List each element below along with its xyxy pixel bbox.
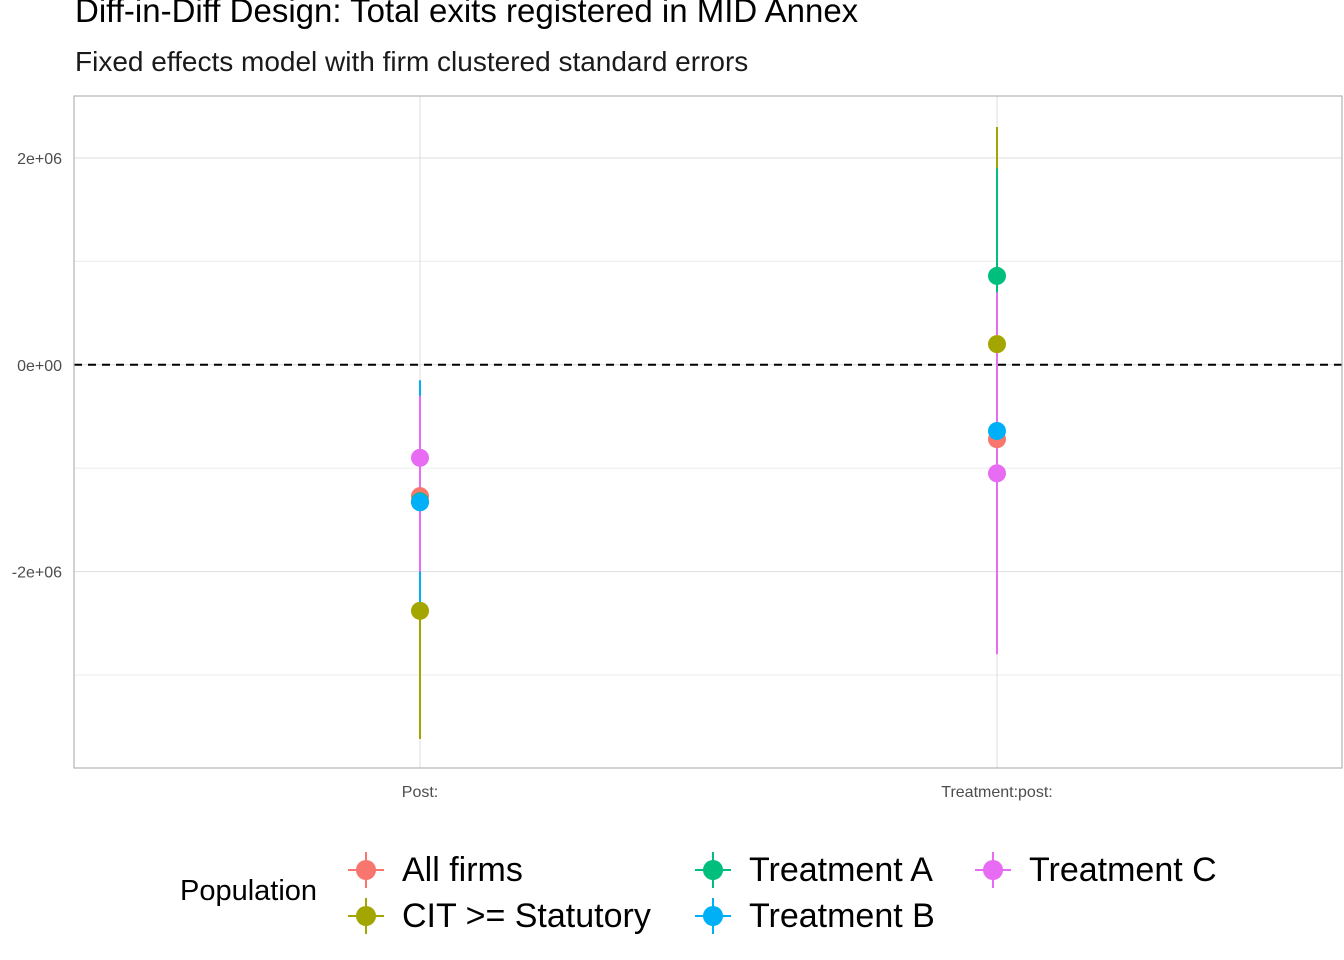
y-tick-label: -2e+06 (12, 565, 62, 582)
plot-border (73, 95, 1343, 769)
point-estimate (988, 266, 1006, 285)
legend-key (695, 852, 731, 888)
point-estimate (411, 601, 429, 620)
legend-item: Treatment B (693, 894, 935, 938)
legend-key (975, 852, 1011, 888)
legend-item: All firms (346, 848, 523, 892)
y-tick-label: 0e+00 (17, 358, 62, 375)
legend-item: CIT >= Statutory (346, 894, 651, 938)
plot-panel (74, 96, 1342, 768)
legend-item: Treatment A (693, 848, 933, 892)
legend-label: All firms (402, 850, 523, 889)
point-estimate (411, 448, 429, 467)
x-tick-label: Treatment:post: (941, 784, 1052, 801)
legend-item: Treatment C (973, 848, 1217, 892)
point-estimate (988, 335, 1006, 354)
chart-title: Diff-in-Diff Design: Total exits registe… (75, 0, 859, 29)
point-estimate (988, 421, 1006, 440)
legend-key (695, 898, 731, 934)
legend-key (348, 852, 384, 888)
legend-label: Treatment A (749, 850, 933, 889)
point-estimate (411, 493, 429, 512)
legend-title: Population (180, 875, 318, 907)
point-estimate (988, 464, 1006, 483)
legend-label: Treatment B (749, 896, 935, 935)
legend-label: Treatment C (1029, 850, 1217, 889)
legend-key (348, 898, 384, 934)
legend-label: CIT >= Statutory (402, 896, 651, 935)
x-tick-label: Post: (402, 784, 438, 801)
chart-subtitle: Fixed effects model with firm clustered … (75, 46, 749, 77)
y-tick-label: 2e+06 (17, 151, 62, 168)
